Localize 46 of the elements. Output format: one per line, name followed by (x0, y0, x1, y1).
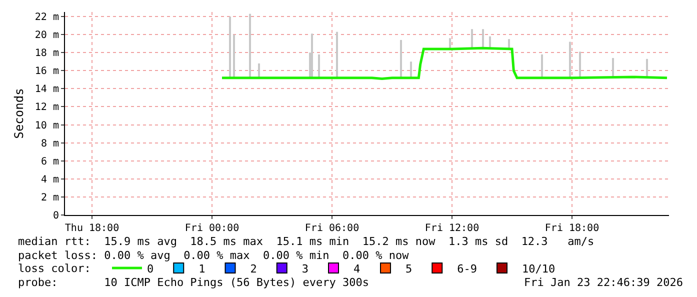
text: probe: 10 ICMP Echo Pings (56 Bytes) every 300s (18, 276, 369, 289)
y-tick-label: 14 m (34, 84, 59, 96)
y-tick-label: 4 m (40, 174, 59, 186)
legend-label: 3 (302, 262, 308, 276)
legend-label: 2 (250, 262, 257, 276)
x-tick-label: Fri 00:00 (184, 223, 240, 234)
y-tick-label: 2 m (40, 192, 59, 204)
x-tick-label: Fri 18:00 (544, 223, 600, 234)
legend-label: 4 (354, 262, 360, 276)
x-tick-label: Fri 06:00 (304, 223, 360, 234)
y-tick-label: 6 m (40, 156, 59, 168)
y-tick-label: 0 (52, 210, 59, 222)
text: median rtt: 15.9 ms avg 18.5 ms max 15.1 ms min 15.2 ms now 1.3 ms sd 12.3 am/s (18, 235, 594, 248)
line-series (220, 46, 668, 80)
x-tick-label: Fri 12:00 (424, 223, 480, 234)
bar (482, 29, 484, 49)
bar (400, 40, 402, 78)
bar (318, 54, 320, 78)
legend-label: 1 (198, 262, 206, 276)
bar (471, 29, 473, 49)
legend-label: 5 (406, 262, 412, 276)
text: loss color: (18, 262, 91, 275)
y-tick-label: 12 m (34, 102, 59, 114)
bar (410, 62, 412, 78)
y-tick-label: 18 m (34, 48, 59, 60)
bar (336, 32, 338, 78)
bar (233, 34, 235, 78)
y-tick-label: 20 m (34, 30, 59, 42)
bar (579, 52, 581, 78)
y-axis-title: Seconds (12, 88, 26, 139)
legend-label: 10/10 (522, 262, 556, 276)
y-tick-label: 16 m (34, 66, 59, 78)
legend-label: 6-9 (457, 262, 477, 276)
text: Fri Jan 23 22:46:39 2026 (524, 276, 683, 289)
bar (311, 34, 313, 78)
legend-label: 0 (147, 262, 154, 276)
text: packet loss: 0.00 % avg 0.00 % max 0.00 % min 0.00 % now (18, 249, 410, 262)
x-tick-label: Thu 18:00 (64, 223, 120, 234)
y-tick-label: 8 m (40, 138, 59, 150)
bar (541, 54, 543, 78)
bar (612, 58, 614, 78)
y-tick-label: 22 m (34, 12, 59, 24)
bar (569, 42, 571, 78)
bar (249, 14, 251, 78)
y-tick-label: 10 m (34, 120, 59, 132)
bar (229, 16, 231, 78)
